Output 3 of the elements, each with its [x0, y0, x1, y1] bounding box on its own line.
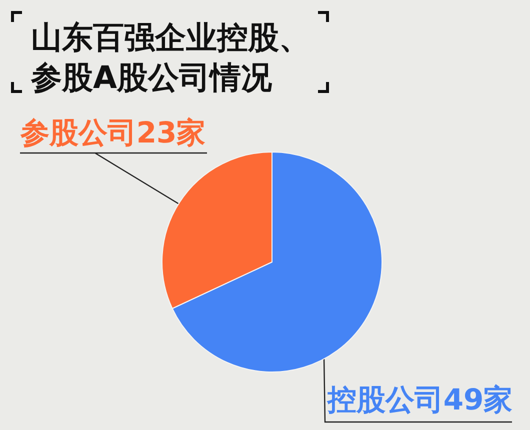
slice-label: 控股公司49家 — [326, 382, 513, 416]
slice-label: 参股公司23家 — [19, 116, 206, 150]
chart-title: 山东百强企业控股、参股A股公司情况 — [30, 20, 310, 96]
